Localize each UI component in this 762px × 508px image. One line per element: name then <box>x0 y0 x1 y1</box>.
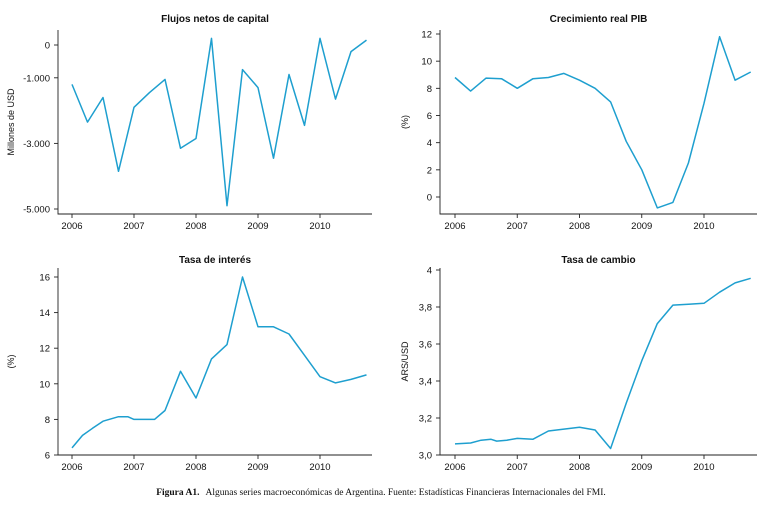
x-tick-label: 2007 <box>507 462 528 473</box>
y-tick-label: 8 <box>45 415 50 426</box>
y-tick-label: 3,4 <box>419 377 432 388</box>
series-line <box>454 35 752 209</box>
x-tick-label: 2007 <box>123 462 144 473</box>
axes <box>439 30 757 215</box>
x-tick-label: 2008 <box>569 462 590 473</box>
y-tick-label: 16 <box>39 273 50 284</box>
y-axis-label: Millones de USD <box>6 88 16 156</box>
chart-panel-1: Flujos netos de capital 0 -1.000 -3.000 -5.0… <box>6 14 372 232</box>
y-tick-label: 0 <box>45 41 50 52</box>
y-tick-label: 3,0 <box>419 451 432 462</box>
y-tick-label: 6 <box>45 451 50 462</box>
y-tick-label: 4 <box>427 138 432 149</box>
x-tick-label: 2010 <box>693 221 714 232</box>
x-tick-label: 2007 <box>123 221 144 232</box>
x-tick-label: 2006 <box>61 462 82 473</box>
y-tick-label: 3,6 <box>419 340 432 351</box>
y-tick-label: 2 <box>427 165 432 176</box>
chart-title: Flujos netos de capital <box>161 14 269 25</box>
x-tick-label: 2010 <box>309 462 330 473</box>
chart-title: Tasa de interés <box>179 255 252 266</box>
x-tick-label: 2010 <box>309 221 330 232</box>
caption-label: Figura A1. <box>156 488 200 498</box>
x-tick-label: 2006 <box>61 221 82 232</box>
y-tick-label: -1.000 <box>23 73 50 84</box>
x-tick-label: 2007 <box>507 221 528 232</box>
x-tick-label: 2006 <box>444 462 465 473</box>
y-tick-label: -5.000 <box>23 205 50 216</box>
chart-panel-2: Crecimiento real PIB 0 2 4 6 8 10 12 2006 2007 200… <box>400 14 757 232</box>
x-tick-label: 2010 <box>693 462 714 473</box>
caption-text: Algunas series macroeconómicas de Argent… <box>205 488 606 498</box>
x-tick-label: 2008 <box>185 462 206 473</box>
figure: Flujos netos de capital 0 -1.000 -3.000 -5.0… <box>6 14 757 473</box>
chart-title: Crecimiento real PIB <box>550 14 648 25</box>
x-tick-label: 2009 <box>247 462 268 473</box>
axes <box>57 30 372 215</box>
axes <box>439 268 757 456</box>
x-tick-label: 2008 <box>185 221 206 232</box>
chart-panel-3: Tasa de interés 6 8 10 12 14 16 2006 2007 2008 200… <box>6 255 372 473</box>
y-tick-label: 8 <box>427 84 432 95</box>
y-tick-label: 12 <box>421 30 432 41</box>
y-axis-label: (%) <box>6 355 16 369</box>
axes <box>57 268 372 456</box>
y-tick-label: 4 <box>427 266 432 277</box>
series-line <box>71 37 367 207</box>
y-tick-label: 6 <box>427 111 432 122</box>
figure-caption: Figura A1. Algunas series macroeconómicas… <box>0 488 762 498</box>
series-line <box>454 277 751 450</box>
y-tick-label: 12 <box>39 344 50 355</box>
chart-panel-4: Tasa de cambio 3,0 3,2 3,4 3,6 3,8 4 2006 2007 20… <box>400 255 757 473</box>
y-tick-label: 3,2 <box>419 414 432 425</box>
y-tick-label: 0 <box>427 193 432 204</box>
x-tick-label: 2009 <box>247 221 268 232</box>
y-tick-label: 10 <box>39 379 50 390</box>
y-axis-label: ARS/USD <box>400 341 410 382</box>
y-axis-label: (%) <box>400 115 410 129</box>
chart-title: Tasa de cambio <box>561 255 635 266</box>
x-tick-label: 2008 <box>569 221 590 232</box>
y-tick-label: 3,8 <box>419 303 432 314</box>
y-tick-label: 14 <box>39 308 50 319</box>
x-tick-label: 2009 <box>631 221 652 232</box>
x-tick-label: 2006 <box>444 221 465 232</box>
y-tick-label: -3.000 <box>23 139 50 150</box>
series-line <box>71 276 367 449</box>
y-tick-label: 10 <box>421 57 432 68</box>
x-tick-label: 2009 <box>631 462 652 473</box>
